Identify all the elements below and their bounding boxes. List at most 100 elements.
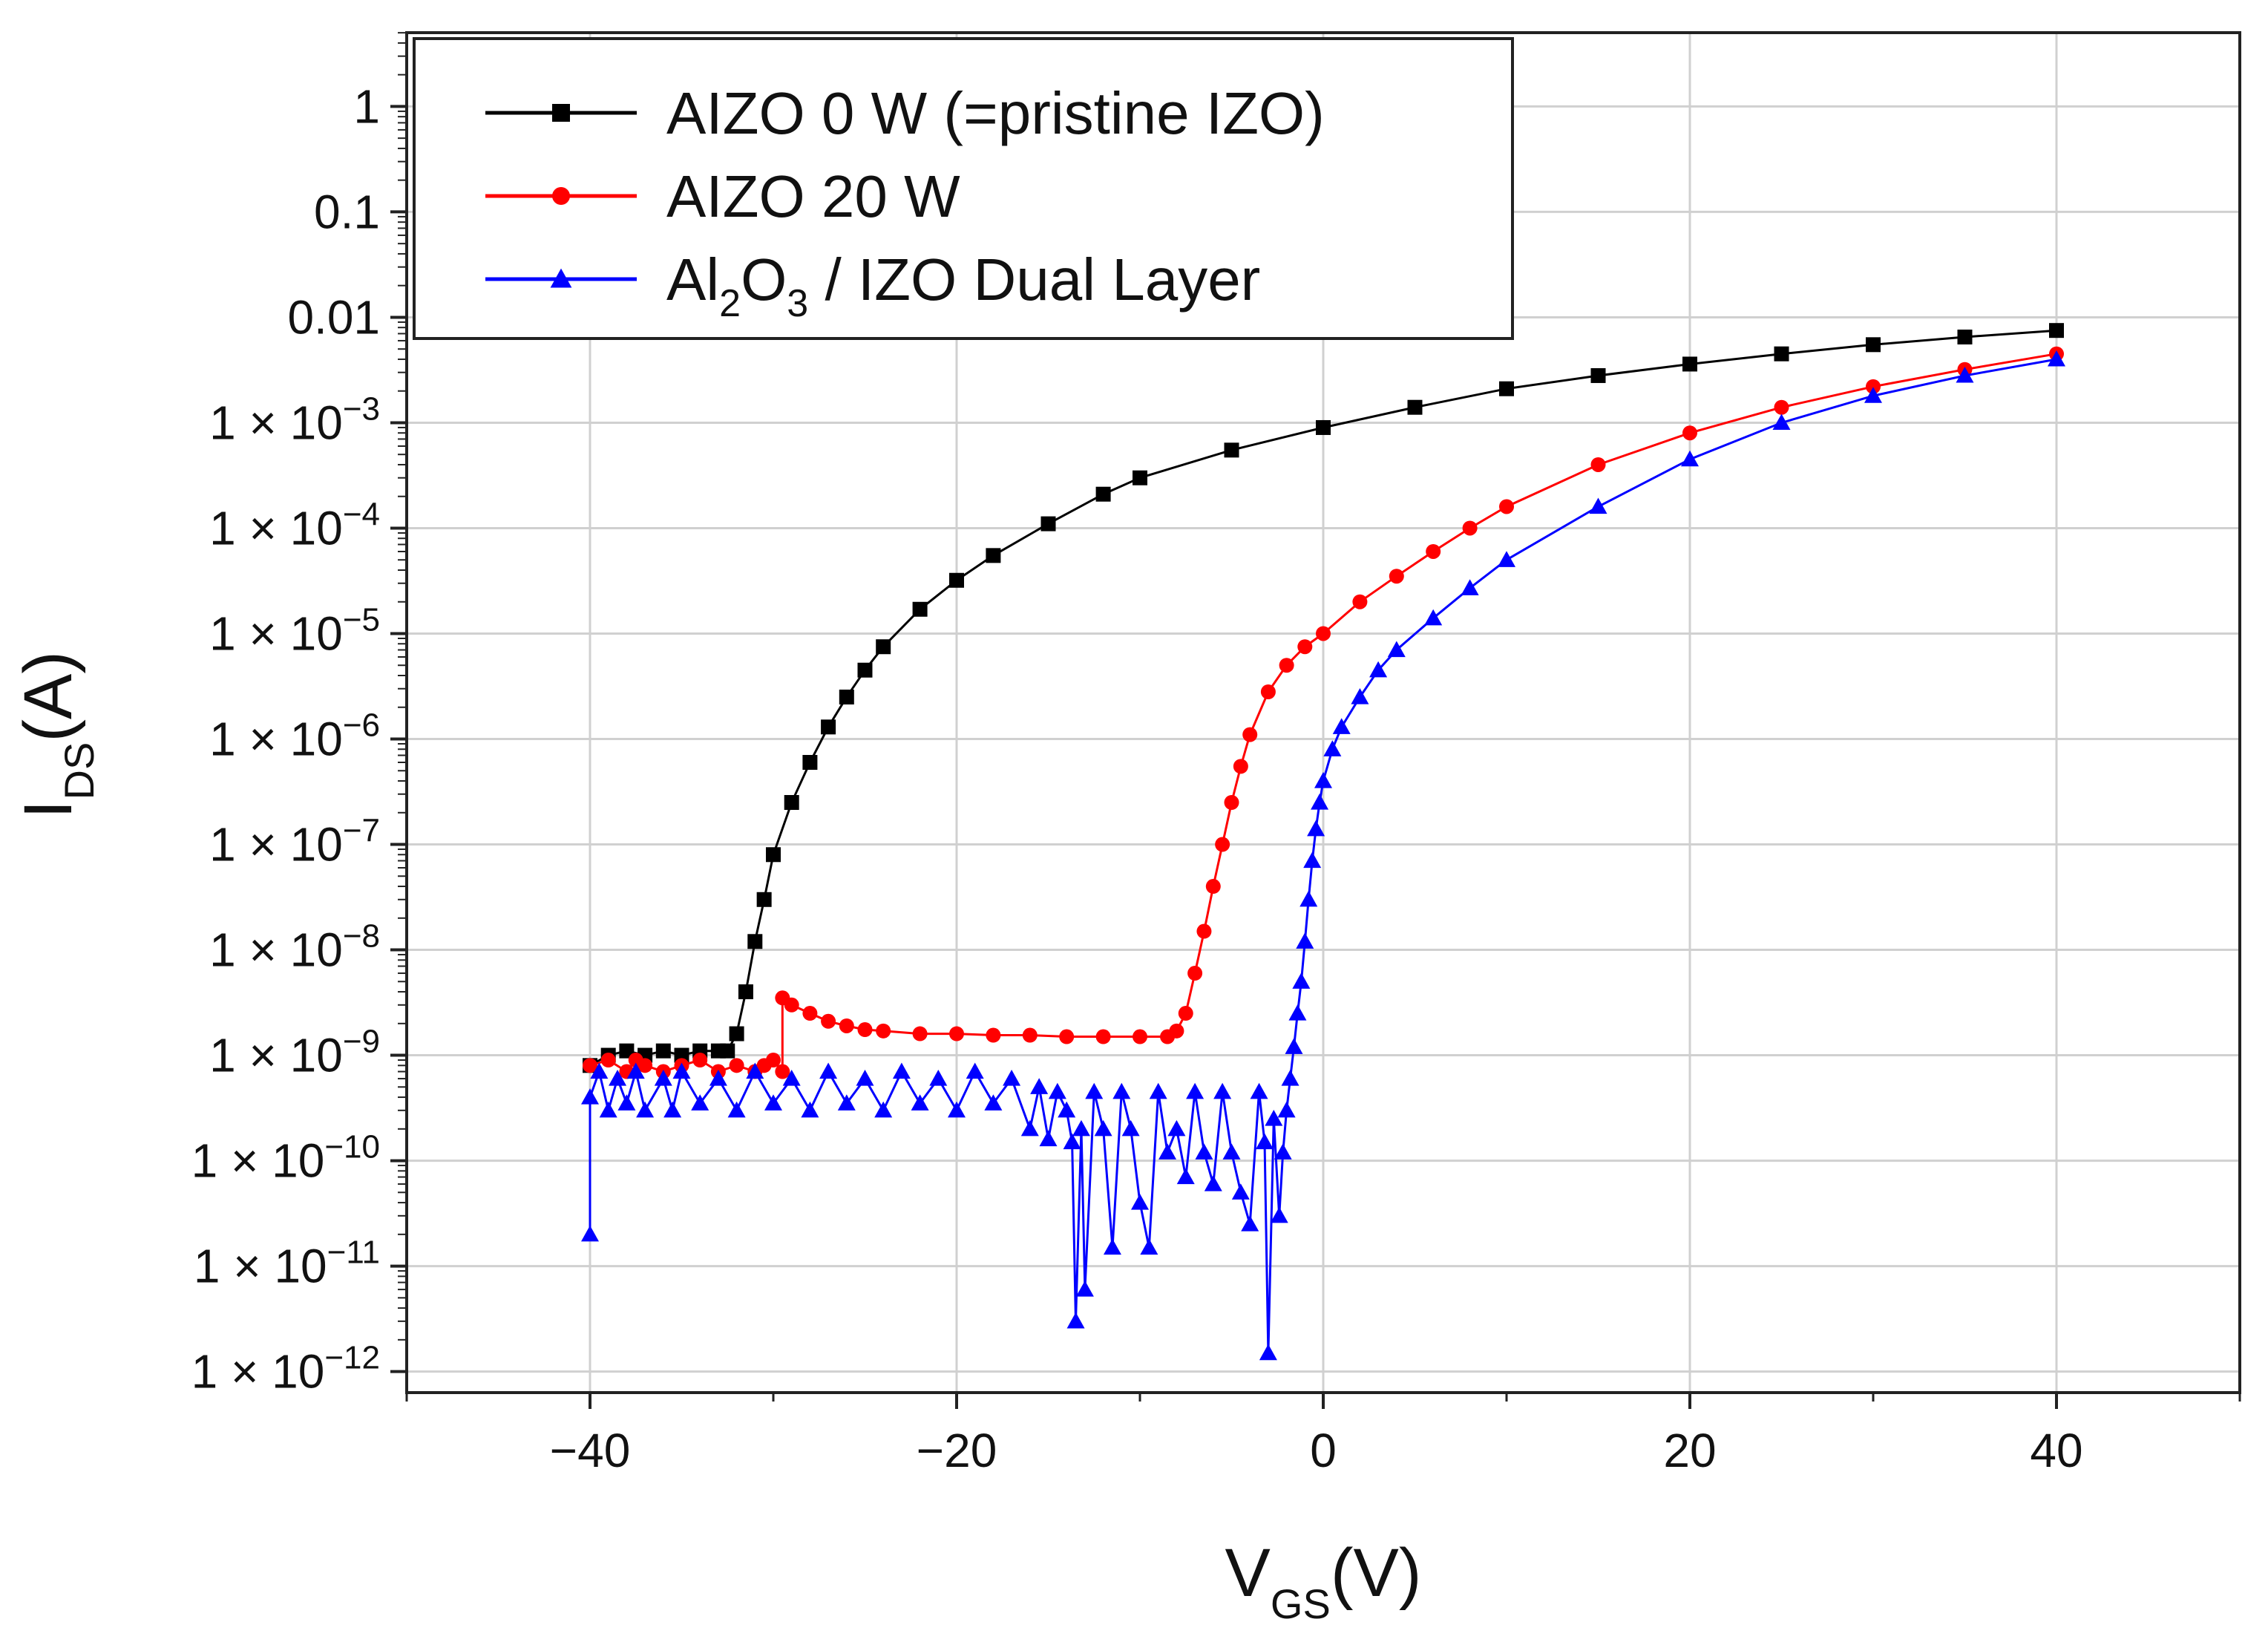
- data-point: [1682, 425, 1697, 441]
- data-point: [1774, 346, 1789, 362]
- data-point: [619, 1043, 635, 1059]
- data-point: [1407, 399, 1423, 415]
- data-point: [1186, 1082, 1205, 1099]
- data-point: [552, 104, 570, 122]
- data-point: [837, 1094, 856, 1111]
- data-point: [819, 1062, 838, 1079]
- data-point: [599, 1101, 617, 1118]
- data-point: [949, 572, 964, 588]
- data-point: [1681, 450, 1699, 467]
- data-point: [1063, 1133, 1081, 1150]
- data-point: [672, 1062, 691, 1079]
- data-point: [2049, 323, 2064, 339]
- data-point: [1498, 551, 1515, 567]
- series-1: [583, 323, 2064, 1073]
- data-point: [746, 1062, 764, 1079]
- data-point: [1241, 1215, 1259, 1232]
- data-point: [1285, 1038, 1303, 1054]
- data-point: [912, 601, 928, 617]
- data-point: [1260, 684, 1276, 700]
- data-point: [1003, 1070, 1021, 1086]
- data-point: [1176, 1168, 1195, 1185]
- y-tick-label: 1 × 10−11: [194, 1234, 380, 1293]
- data-point: [638, 1058, 653, 1073]
- y-tick-label: 1 × 10−5: [209, 601, 380, 660]
- data-point: [1149, 1082, 1167, 1099]
- data-point: [802, 1006, 818, 1021]
- data-point: [876, 1023, 891, 1039]
- data-point: [1040, 516, 1056, 532]
- data-point: [929, 1070, 948, 1086]
- data-point: [1215, 837, 1230, 852]
- data-point: [1277, 1101, 1296, 1118]
- legend-item: AIZO 20 W: [485, 163, 960, 229]
- data-point: [1195, 1143, 1213, 1160]
- x-tick-label: 0: [1310, 1424, 1337, 1477]
- y-tick-label: 0.1: [314, 185, 380, 238]
- data-point: [1030, 1078, 1049, 1094]
- data-point: [1292, 972, 1311, 989]
- data-point: [1288, 1004, 1307, 1021]
- legend-item: Al2O3 / IZO Dual Layer: [485, 246, 1260, 325]
- data-point: [1250, 1082, 1268, 1099]
- data-point: [784, 795, 799, 811]
- data-point: [1169, 1023, 1184, 1039]
- data-point: [1332, 718, 1351, 734]
- data-point: [1094, 1119, 1112, 1137]
- data-point: [1204, 1175, 1222, 1191]
- data-point: [1066, 1312, 1085, 1329]
- data-point: [1279, 658, 1294, 673]
- data-point: [1095, 486, 1111, 502]
- data-point: [1020, 1119, 1039, 1137]
- y-tick-label: 1 × 10−10: [191, 1129, 380, 1188]
- data-point: [1307, 820, 1325, 837]
- legend-label: AIZO 20 W: [666, 163, 960, 229]
- data-point: [674, 1047, 689, 1063]
- y-tick-label: 1 × 10−12: [191, 1340, 380, 1399]
- x-tick-label: −20: [917, 1424, 997, 1477]
- data-point: [1255, 1133, 1274, 1150]
- data-point: [1316, 419, 1331, 435]
- data-point: [1303, 851, 1322, 869]
- data-point: [1311, 794, 1329, 810]
- data-point: [1075, 1281, 1094, 1297]
- data-point: [1351, 687, 1369, 704]
- data-point: [1224, 442, 1239, 458]
- data-point: [1259, 1344, 1277, 1361]
- data-point: [617, 1094, 636, 1111]
- data-point: [986, 548, 1001, 563]
- data-point: [1499, 499, 1514, 514]
- y-axis-title: IDS(A): [10, 651, 102, 819]
- data-point: [626, 1062, 645, 1079]
- data-point: [756, 892, 772, 907]
- data-point: [1140, 1238, 1158, 1255]
- data-point: [2048, 350, 2065, 367]
- data-point: [1461, 579, 1479, 595]
- data-point: [1112, 1082, 1131, 1099]
- data-point: [738, 984, 753, 1000]
- y-tick-label: 1: [353, 79, 380, 133]
- series-3: [581, 350, 2065, 1361]
- data-point: [821, 1013, 836, 1029]
- legend: AIZO 0 W (=pristine IZO) AIZO 20 W Al2O3 /…: [413, 37, 1514, 340]
- data-point: [609, 1070, 627, 1086]
- data-point: [1589, 497, 1607, 514]
- data-point: [1866, 337, 1881, 353]
- data-point: [764, 1094, 782, 1111]
- data-point: [1072, 1119, 1090, 1137]
- x-tick-label: −40: [550, 1424, 631, 1477]
- data-point: [1864, 387, 1882, 403]
- y-tick-label: 1 × 10−9: [209, 1024, 380, 1082]
- data-point: [892, 1062, 911, 1079]
- data-point: [1187, 966, 1203, 981]
- data-point: [581, 1225, 599, 1242]
- data-point: [857, 662, 873, 678]
- y-tick-label: 1 × 10−4: [209, 496, 380, 555]
- y-tick-label: 0.01: [287, 290, 380, 344]
- data-point: [1316, 626, 1331, 641]
- data-point: [1059, 1029, 1075, 1044]
- data-point: [1133, 1029, 1147, 1044]
- data-point: [581, 1088, 599, 1105]
- data-point: [782, 1070, 801, 1086]
